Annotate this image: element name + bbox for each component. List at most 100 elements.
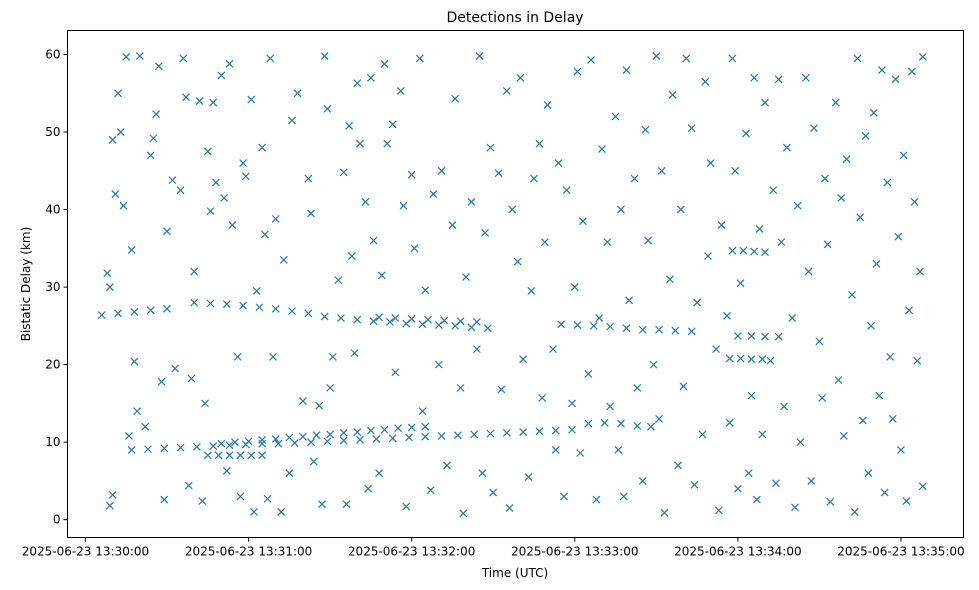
data-point <box>214 451 223 460</box>
data-point <box>337 314 345 323</box>
data-point <box>657 166 666 175</box>
data-point <box>326 383 335 392</box>
data-point <box>905 306 914 315</box>
data-point <box>717 221 726 230</box>
data-point <box>364 484 373 493</box>
data-point <box>714 506 723 515</box>
data-point <box>910 197 919 206</box>
data-point <box>462 273 470 281</box>
data-point <box>217 71 226 80</box>
y-tick-label: 50 <box>45 125 60 139</box>
data-point <box>888 414 897 423</box>
data-point <box>744 469 753 478</box>
data-point <box>674 461 682 470</box>
data-point <box>315 401 324 410</box>
data-point <box>682 54 691 63</box>
data-point <box>190 298 199 307</box>
data-point <box>502 87 511 95</box>
x-tick-label: 2025-06-23 13:30:00 <box>22 545 149 559</box>
data-point <box>530 174 538 183</box>
data-point <box>135 52 144 61</box>
data-point <box>375 313 383 322</box>
data-point <box>712 345 721 354</box>
data-point <box>848 290 856 299</box>
data-point <box>728 246 737 255</box>
data-point <box>568 425 576 434</box>
data-point <box>266 54 275 63</box>
data-point <box>383 139 392 148</box>
x-axis-label: Time (UTC) <box>481 566 548 580</box>
data-point <box>606 402 615 411</box>
data-point <box>421 432 430 441</box>
data-point <box>761 98 769 107</box>
data-point <box>633 421 642 430</box>
data-point <box>788 314 797 323</box>
data-point <box>472 318 481 326</box>
data-point <box>736 279 745 288</box>
data-point <box>899 151 908 160</box>
data-point <box>152 110 161 119</box>
data-point <box>704 252 712 261</box>
data-point <box>366 426 375 435</box>
data-point <box>187 374 196 383</box>
data-point <box>163 227 171 236</box>
data-point <box>516 73 525 82</box>
data-point <box>402 502 411 511</box>
data-point <box>598 145 606 154</box>
data-point <box>625 296 634 305</box>
data-point <box>486 143 495 152</box>
data-point <box>388 120 397 129</box>
data-point <box>576 449 585 457</box>
data-point <box>328 352 337 361</box>
data-point <box>774 332 783 341</box>
data-point <box>831 98 840 107</box>
data-point <box>228 221 237 230</box>
data-point <box>739 246 748 255</box>
data-point <box>407 314 416 323</box>
data-point <box>671 326 680 335</box>
data-point <box>277 507 286 516</box>
data-point <box>369 317 378 326</box>
data-point <box>258 143 267 152</box>
data-point <box>918 52 927 61</box>
data-point <box>584 419 593 428</box>
data-point <box>665 275 674 284</box>
data-point <box>519 355 528 364</box>
data-point <box>815 337 824 346</box>
data-point <box>543 100 552 109</box>
data-point <box>858 416 867 425</box>
data-point <box>660 508 669 517</box>
data-point <box>646 422 655 431</box>
data-point <box>377 271 386 280</box>
data-point <box>864 469 873 478</box>
data-point <box>339 168 348 177</box>
data-point <box>448 221 457 230</box>
data-point <box>356 139 364 148</box>
x-tick-label: 2025-06-23 13:33:00 <box>511 545 638 559</box>
data-point <box>236 451 245 460</box>
data-point <box>483 324 492 333</box>
data-point <box>421 422 430 431</box>
data-point <box>339 436 348 445</box>
data-point <box>853 54 862 63</box>
data-point <box>725 354 734 363</box>
data-point <box>641 125 650 134</box>
data-point <box>733 332 742 340</box>
data-point <box>638 325 647 334</box>
data-point <box>353 428 362 436</box>
data-point <box>369 236 378 245</box>
data-point <box>190 267 199 276</box>
data-point <box>687 327 696 336</box>
data-point <box>690 480 699 489</box>
data-point <box>736 354 745 363</box>
data-point <box>752 495 761 504</box>
y-axis-label: Bistatic Delay (km) <box>19 227 33 342</box>
data-point <box>127 245 136 254</box>
data-point <box>551 445 560 454</box>
data-point <box>437 166 446 175</box>
data-point <box>307 209 315 218</box>
data-point <box>203 147 212 156</box>
data-point <box>247 95 256 104</box>
data-point <box>424 315 432 324</box>
chart-title: Detections in Delay <box>446 10 583 26</box>
